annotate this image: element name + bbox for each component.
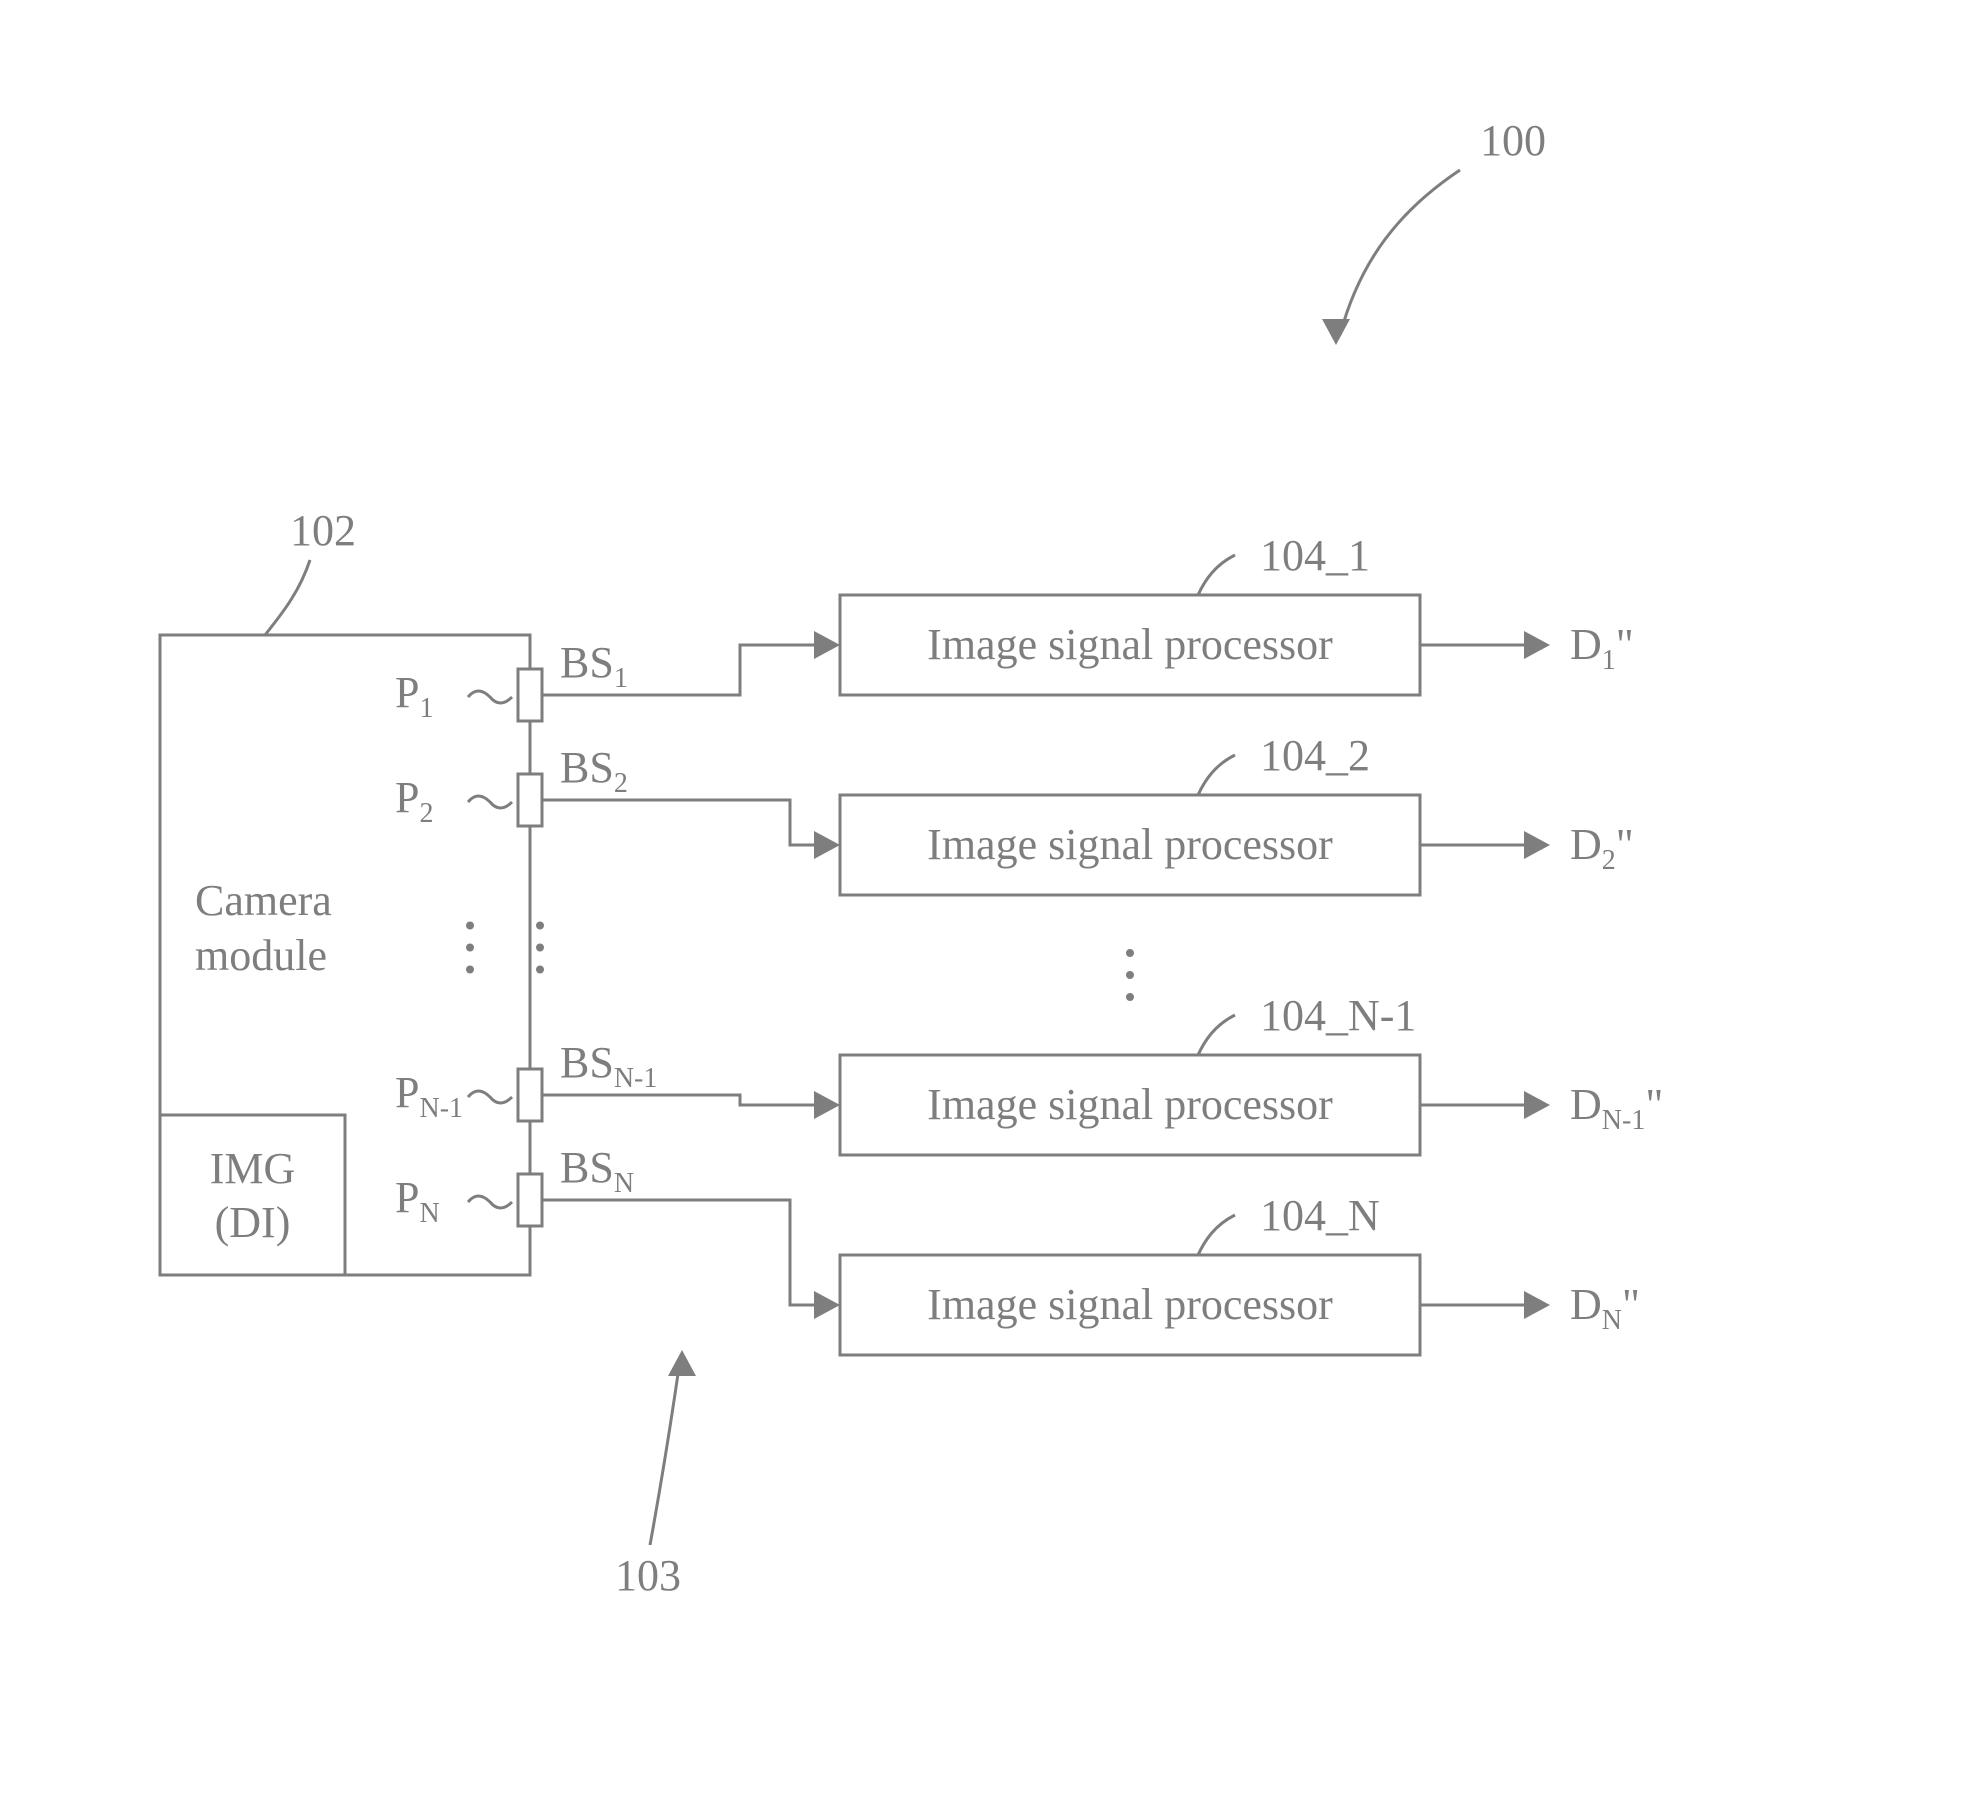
port-label-3: PN-1 <box>395 1068 463 1124</box>
svg-text:PN-1: PN-1 <box>395 1068 463 1124</box>
system-ref-leader <box>1340 170 1460 335</box>
bs-label-3: BSN-1 <box>560 1038 657 1094</box>
port-2 <box>518 774 542 826</box>
svg-text:P1: P1 <box>395 668 433 724</box>
processor-ref-2: 104_2 <box>1260 731 1370 780</box>
processor-label-3: Image signal processor <box>927 1080 1333 1129</box>
arrowhead-icon <box>1322 319 1350 345</box>
bs-label-1: BS1 <box>560 638 628 694</box>
output-label-1: D1" <box>1570 620 1634 676</box>
svg-text:BS2: BS2 <box>560 743 628 799</box>
port-label-2: P2 <box>395 773 433 829</box>
port-tilde-1 <box>468 691 512 703</box>
port-1 <box>518 669 542 721</box>
port-tilde-3 <box>468 1091 512 1103</box>
img-label-1: IMG <box>210 1144 296 1193</box>
svg-text:D2": D2" <box>1570 820 1634 876</box>
processor-label-1: Image signal processor <box>927 620 1333 669</box>
arrowhead-icon <box>1524 1291 1550 1319</box>
input-wire-3 <box>542 1095 836 1105</box>
img-box <box>160 1115 345 1275</box>
port-tilde-2 <box>468 796 512 808</box>
processor-ref-leader-3 <box>1198 1015 1235 1055</box>
bus-ref-leader <box>650 1360 680 1545</box>
processor-ref-4: 104_N <box>1260 1191 1380 1240</box>
port-label-4: PN <box>395 1173 440 1229</box>
port-tilde-4 <box>468 1196 512 1208</box>
processor-ref-leader-2 <box>1198 755 1235 795</box>
svg-text:P2: P2 <box>395 773 433 829</box>
arrowhead-icon <box>814 831 840 859</box>
svg-text:BS1: BS1 <box>560 638 628 694</box>
svg-text:D1": D1" <box>1570 620 1634 676</box>
system-ref: 100 <box>1480 116 1546 165</box>
camera-ref-leader <box>265 560 310 635</box>
svg-text:PN: PN <box>395 1173 440 1229</box>
input-wire-2 <box>542 800 836 845</box>
processor-ref-3: 104_N-1 <box>1260 991 1416 1040</box>
arrowhead-icon <box>1524 831 1550 859</box>
processor-ref-leader-4 <box>1198 1215 1235 1255</box>
processor-label-4: Image signal processor <box>927 1280 1333 1329</box>
output-label-4: DN" <box>1570 1280 1640 1336</box>
bs-label-2: BS2 <box>560 743 628 799</box>
output-label-3: DN-1" <box>1570 1080 1663 1136</box>
camera-ref: 102 <box>290 506 356 555</box>
port-4 <box>518 1174 542 1226</box>
processor-label-2: Image signal processor <box>927 820 1333 869</box>
port-3 <box>518 1069 542 1121</box>
bs-label-4: BSN <box>560 1143 634 1199</box>
svg-text:DN-1": DN-1" <box>1570 1080 1663 1136</box>
processor-ref-leader-1 <box>1198 555 1235 595</box>
svg-text:DN": DN" <box>1570 1280 1640 1336</box>
arrowhead-icon <box>814 1291 840 1319</box>
arrowhead-icon <box>1524 631 1550 659</box>
arrowhead-icon <box>1524 1091 1550 1119</box>
img-label-2: (DI) <box>215 1198 291 1247</box>
arrowhead-icon <box>814 631 840 659</box>
input-wire-4 <box>542 1200 836 1305</box>
arrowhead-icon <box>814 1091 840 1119</box>
bus-ref: 103 <box>615 1551 681 1600</box>
arrowhead-icon <box>668 1350 696 1376</box>
camera-module-label-1: Camera <box>195 876 332 925</box>
processor-ref-1: 104_1 <box>1260 531 1370 580</box>
port-label-1: P1 <box>395 668 433 724</box>
svg-text:BSN-1: BSN-1 <box>560 1038 657 1094</box>
camera-module-label-2: module <box>195 931 327 980</box>
output-label-2: D2" <box>1570 820 1634 876</box>
svg-text:BSN: BSN <box>560 1143 634 1199</box>
